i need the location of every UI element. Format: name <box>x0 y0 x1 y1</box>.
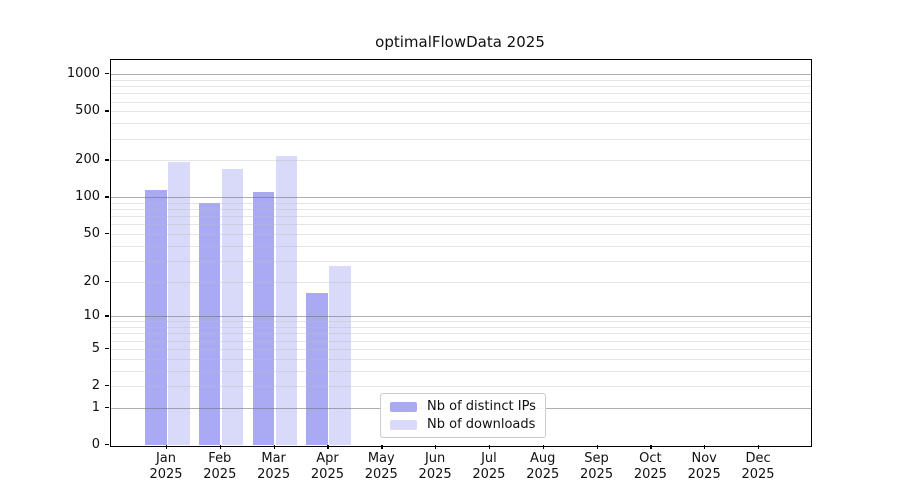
minor-gridline <box>111 358 811 360</box>
bar-downloads-apr <box>329 266 351 445</box>
x-tick-label: Oct 2025 <box>633 451 667 482</box>
bar-downloads-feb <box>221 169 244 445</box>
y-tick-label: 20 <box>83 273 100 289</box>
legend-label: Nb of downloads <box>427 417 536 432</box>
minor-gridline <box>111 321 811 323</box>
x-tick-label: Sep 2025 <box>580 451 614 482</box>
x-tick-mark <box>166 445 168 449</box>
x-tick-mark <box>596 445 598 449</box>
y-tick-label: 50 <box>83 225 100 241</box>
bar-distinct-ips-jan <box>145 189 167 445</box>
minor-gridline <box>111 281 811 283</box>
x-tick-label: Feb 2025 <box>203 451 237 482</box>
x-tick-label: Aug 2025 <box>526 451 560 482</box>
minor-gridline <box>111 86 811 88</box>
bar-distinct-ips-apr <box>306 292 328 445</box>
y-tick-label: 100 <box>75 189 100 205</box>
major-gridline <box>111 197 811 199</box>
minor-gridline <box>111 327 811 329</box>
y-tick-mark <box>105 385 109 387</box>
x-tick-mark <box>542 445 545 449</box>
chart-title: optimalFlowData 2025 <box>375 33 545 51</box>
minor-gridline <box>111 340 811 342</box>
y-tick-label: 10 <box>83 308 100 324</box>
x-tick-label: Dec 2025 <box>741 451 775 482</box>
y-tick-mark <box>105 347 109 350</box>
y-tick-label: 0 <box>91 437 100 452</box>
minor-gridline <box>111 333 811 335</box>
minor-gridline <box>111 138 811 140</box>
bar-distinct-ips-feb <box>198 202 221 445</box>
x-tick-mark <box>758 445 760 449</box>
x-tick-mark <box>273 445 275 449</box>
legend-swatch-distinct-ips <box>390 401 417 412</box>
x-tick-label: Apr 2025 <box>310 451 344 482</box>
minor-gridline <box>111 348 811 350</box>
minor-gridline <box>111 209 811 211</box>
x-tick-mark <box>650 445 652 449</box>
minor-gridline <box>111 101 811 103</box>
legend-item: Nb of downloads <box>390 417 536 432</box>
x-tick-label: Nov 2025 <box>687 451 721 482</box>
bar-downloads-mar <box>275 156 298 445</box>
y-tick-mark <box>105 159 109 161</box>
minor-gridline <box>111 224 811 226</box>
x-tick-mark <box>219 445 222 449</box>
minor-gridline <box>111 79 811 81</box>
y-tick-mark <box>105 280 109 282</box>
minor-gridline <box>111 370 811 372</box>
minor-gridline <box>111 245 811 247</box>
y-tick-mark <box>105 406 109 409</box>
legend: Nb of distinct IPs Nb of downloads <box>380 393 546 438</box>
major-gridline <box>111 316 811 318</box>
y-tick-mark <box>105 315 109 317</box>
major-gridline <box>111 74 811 76</box>
legend-label: Nb of distinct IPs <box>427 399 536 414</box>
y-tick-mark <box>105 232 109 235</box>
x-tick-label: Jun 2025 <box>418 451 452 482</box>
legend-swatch-downloads <box>390 419 417 430</box>
minor-gridline <box>111 386 811 388</box>
minor-gridline <box>111 216 811 218</box>
y-tick-label: 1000 <box>66 66 100 82</box>
plot-area: Nb of distinct IPs Nb of downloads <box>110 59 812 447</box>
x-tick-label: Mar 2025 <box>257 451 291 482</box>
minor-gridline <box>111 202 811 204</box>
x-tick-mark <box>435 445 437 449</box>
legend-item: Nb of distinct IPs <box>390 399 536 414</box>
x-tick-mark <box>704 445 706 449</box>
x-tick-mark <box>327 445 329 449</box>
x-tick-mark <box>488 445 491 449</box>
minor-gridline <box>111 233 811 235</box>
y-tick-label: 2 <box>91 378 100 394</box>
bar-downloads-jan <box>168 161 190 445</box>
minor-gridline <box>111 160 811 162</box>
y-tick-mark <box>105 73 109 75</box>
y-tick-label: 5 <box>91 340 100 356</box>
minor-gridline <box>111 260 811 262</box>
y-tick-label: 1 <box>91 399 100 415</box>
y-tick-label: 200 <box>75 152 100 168</box>
y-tick-mark <box>105 110 109 112</box>
x-tick-label: May 2025 <box>364 451 398 482</box>
minor-gridline <box>111 111 811 113</box>
y-tick-mark <box>105 196 109 198</box>
minor-gridline <box>111 123 811 125</box>
bar-distinct-ips-mar <box>252 192 275 445</box>
minor-gridline <box>111 93 811 95</box>
y-tick-label: 500 <box>75 103 100 119</box>
x-tick-mark <box>381 445 383 449</box>
y-tick-mark <box>105 444 109 446</box>
x-tick-label: Jul 2025 <box>472 451 506 482</box>
x-tick-label: Jan 2025 <box>149 451 183 482</box>
